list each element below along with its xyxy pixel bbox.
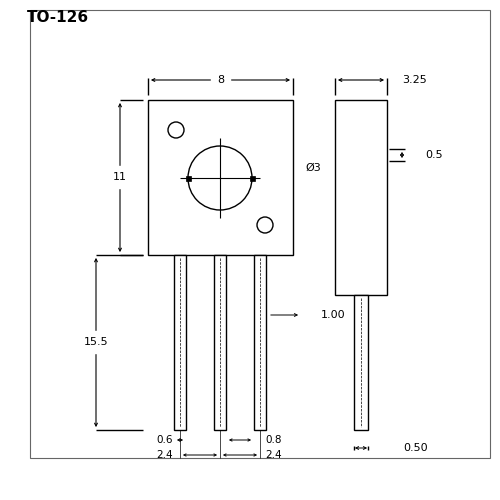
Text: Ø3: Ø3 [305, 163, 321, 173]
Bar [214, 255, 226, 430]
Text: 0.8: 0.8 [265, 435, 281, 445]
Bar [148, 100, 293, 255]
Text: 1.00: 1.00 [321, 310, 345, 320]
Bar [30, 10, 490, 458]
Text: 2.4: 2.4 [265, 450, 281, 460]
Bar [186, 176, 190, 180]
Bar [174, 255, 186, 430]
Text: 11: 11 [113, 172, 127, 182]
Text: 0.50: 0.50 [403, 443, 427, 453]
Text: 3.25: 3.25 [402, 75, 427, 85]
Text: 0.5: 0.5 [425, 150, 442, 160]
Bar [254, 255, 266, 430]
Text: 15.5: 15.5 [84, 337, 108, 347]
Text: 8: 8 [217, 75, 224, 85]
Bar [335, 100, 387, 295]
Bar [354, 295, 368, 430]
Text: 0.6: 0.6 [156, 435, 172, 445]
Text: 2.4: 2.4 [156, 450, 172, 460]
Bar [250, 176, 254, 180]
Text: TO-126: TO-126 [27, 10, 89, 26]
